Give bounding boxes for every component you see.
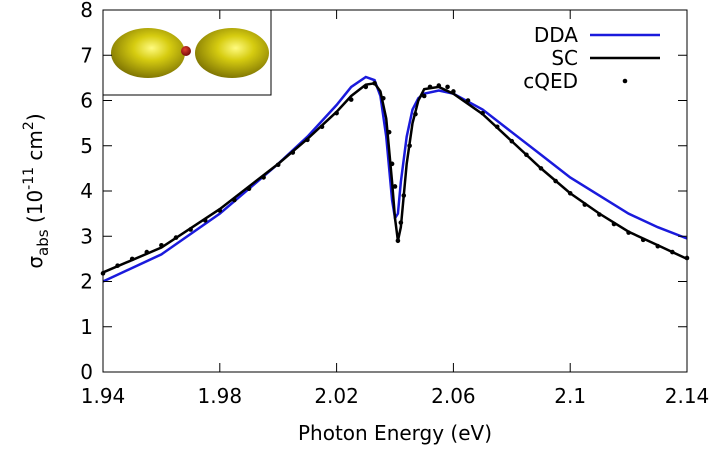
- y-axis-label-part: cm: [23, 130, 47, 167]
- data-point: [611, 221, 617, 227]
- y-tick-label: 2: [80, 270, 93, 294]
- data-point: [655, 243, 661, 249]
- data-point: [538, 166, 544, 171]
- legend-label: SC: [551, 46, 578, 70]
- data-point: [524, 152, 529, 158]
- data-point: [626, 230, 631, 235]
- data-point: [494, 124, 500, 130]
- data-point: [159, 243, 164, 248]
- data-point: [334, 110, 339, 116]
- x-tick-label: 1.94: [81, 384, 126, 408]
- data-point: [389, 161, 395, 167]
- y-tick-label: 0: [80, 360, 93, 384]
- data-point: [670, 249, 675, 255]
- series-line: [102, 81, 688, 274]
- data-point: [451, 89, 456, 94]
- y-axis-label-part: ): [23, 113, 47, 121]
- y-tick-label: 8: [80, 0, 93, 22]
- data-point: [372, 81, 377, 86]
- y-axis-label-part: (10: [23, 190, 47, 230]
- y-tick-label: 6: [80, 89, 93, 113]
- data-point: [421, 93, 427, 99]
- data-point: [392, 184, 398, 189]
- data-point: [144, 249, 150, 255]
- particle: [195, 28, 269, 78]
- data-point: [386, 129, 392, 135]
- y-axis-label-part: 2: [21, 121, 37, 130]
- data-point: [188, 227, 193, 232]
- emitter: [181, 46, 191, 56]
- data-point: [246, 186, 252, 192]
- y-axis-label-part: -11: [21, 167, 37, 190]
- data-point: [640, 237, 646, 243]
- data-point: [348, 97, 354, 102]
- y-tick-label: 7: [80, 43, 93, 67]
- data-point: [202, 218, 208, 223]
- data-point: [553, 178, 558, 184]
- data-point: [465, 98, 471, 103]
- x-tick-label: 2.06: [431, 384, 476, 408]
- data-point: [305, 137, 310, 143]
- y-tick-label: 1: [80, 315, 93, 339]
- x-tick-label: 1.98: [198, 384, 243, 408]
- data-point: [275, 162, 281, 168]
- x-tick-label: 2.02: [314, 384, 359, 408]
- data-point: [398, 220, 404, 225]
- y-tick-label: 4: [80, 179, 93, 203]
- x-tick-label: 2.14: [665, 384, 710, 408]
- data-point: [401, 193, 407, 198]
- x-axis-label: Photon Energy (eV): [298, 421, 492, 445]
- legend-label: DDA: [534, 23, 578, 47]
- data-point: [597, 212, 602, 217]
- data-point: [427, 84, 433, 90]
- series-line: [102, 75, 688, 283]
- legend-label: cQED: [523, 69, 578, 93]
- legend-swatch: [622, 78, 628, 84]
- inset: [102, 9, 272, 96]
- x-tick-label: 2.1: [554, 384, 586, 408]
- data-point: [567, 190, 573, 196]
- data-point: [129, 256, 135, 262]
- data-point: [413, 111, 418, 117]
- data-point: [436, 83, 442, 88]
- y-tick-label: 3: [80, 224, 93, 248]
- data-point: [173, 235, 179, 240]
- data-point: [115, 263, 120, 268]
- data-point: [509, 138, 515, 144]
- y-axis-label-part: abs: [34, 229, 52, 256]
- data-point: [395, 238, 401, 244]
- data-point: [582, 202, 588, 207]
- data-point: [290, 150, 296, 155]
- data-point: [445, 84, 450, 90]
- y-axis-label: σabs (10-11 cm2): [21, 113, 52, 268]
- data-point: [480, 110, 485, 116]
- data-point: [319, 124, 325, 130]
- particle: [111, 28, 185, 78]
- data-point: [363, 84, 369, 90]
- data-point: [381, 95, 386, 101]
- data-point: [217, 208, 223, 213]
- data-point: [261, 175, 266, 180]
- data-point: [407, 143, 412, 149]
- y-axis-label-part: σ: [23, 256, 47, 269]
- y-tick-label: 5: [80, 134, 93, 158]
- data-point: [232, 197, 237, 203]
